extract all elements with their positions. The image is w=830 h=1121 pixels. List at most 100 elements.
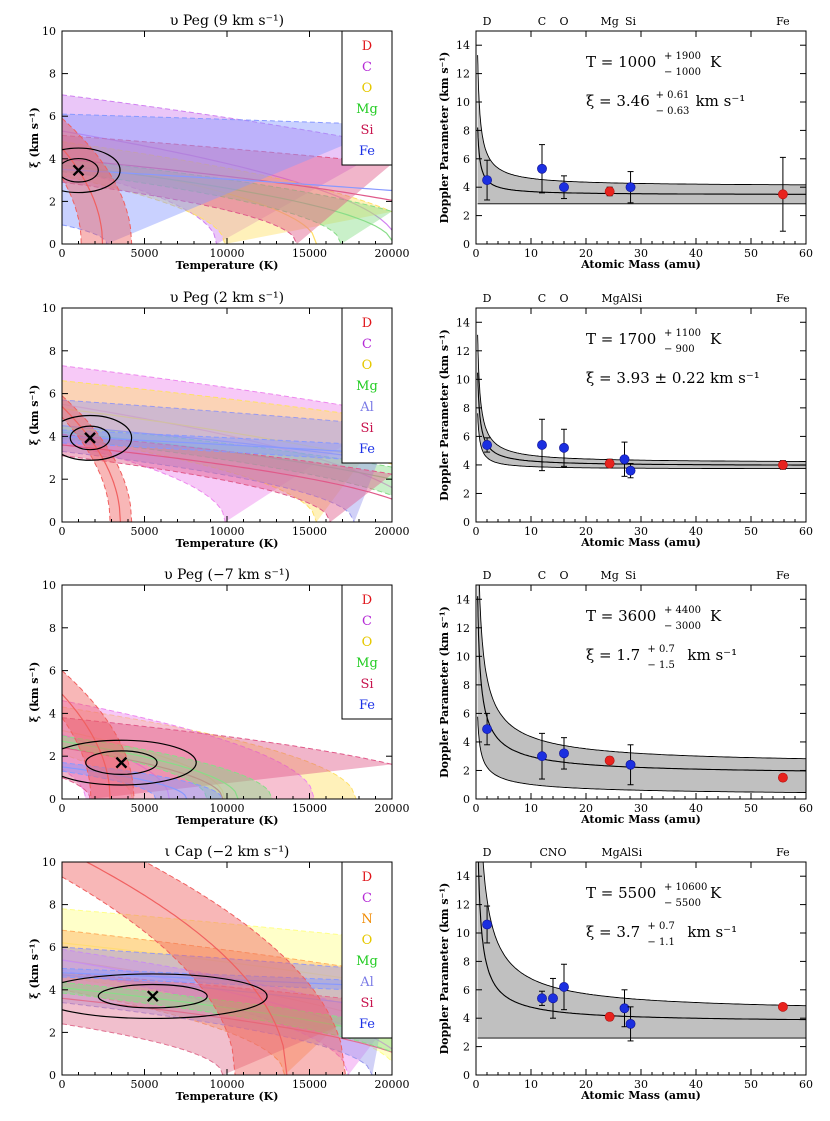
doppler-panel-4: 0 10 20 30 40 50 60 0 2 4 6 8 10 12 14 Atomic Mass (amu… <box>438 292 813 549</box>
legend-entry-si: Si <box>360 677 373 692</box>
band-edge-c <box>62 700 315 799</box>
y-tick-label: 10 <box>42 302 56 315</box>
x-tick-label: 40 <box>689 525 703 538</box>
band-edge-o <box>62 175 226 244</box>
y-axis-label: Doppler Parameter (km s⁻¹) <box>438 606 451 778</box>
band-center-o <box>62 408 392 465</box>
doppler-panel-6: 0 10 20 30 40 50 60 0 2 4 6 8 10 12 14 Atomic Mass (amu… <box>438 569 813 826</box>
temperature-panel-1: 0 5000 10000 15000 20000 0 2 4 6 8 10 Temperature (… <box>28 13 410 272</box>
band-mg <box>62 158 392 244</box>
data-point-c <box>537 751 547 762</box>
x-tick-label: 10000 <box>210 802 245 815</box>
annotation-turbulence-minus: − 1.1 <box>647 937 674 948</box>
element-label-d: D <box>483 292 492 305</box>
y-tick-label: 10 <box>456 927 470 940</box>
legend-entry-d: D <box>362 870 372 885</box>
x-tick-label: 10000 <box>210 1078 245 1091</box>
data-point-d <box>482 440 492 450</box>
y-tick-label: 12 <box>456 899 470 912</box>
element-label-fe: Fe <box>776 15 790 28</box>
y-tick-label: 4 <box>463 181 470 194</box>
band-edge-si <box>62 1023 224 1075</box>
band-edge-c <box>62 970 349 1075</box>
annotation-temperature: T = 1000 <box>586 53 656 71</box>
annotation-turbulence-plus: + 0.7 <box>647 644 674 655</box>
y-tick-label: 6 <box>463 707 470 720</box>
x-axis-label: Atomic Mass (amu) <box>580 813 701 826</box>
band-center-si <box>62 444 392 500</box>
x-tick-label: 60 <box>799 802 813 815</box>
band-center-al <box>62 425 392 463</box>
x-axis-label: Atomic Mass (amu) <box>580 258 701 271</box>
y-tick-label: 6 <box>49 941 56 954</box>
y-tick-label: 2 <box>463 1041 470 1054</box>
band-edge-o <box>62 908 392 941</box>
band-edge-o <box>62 976 392 1062</box>
data-point-mg <box>604 755 615 766</box>
best-fit-marker <box>72 164 85 177</box>
band-mg <box>62 735 273 799</box>
y-axis-label: ξ (km s⁻¹) <box>28 662 41 723</box>
y-tick-label: 6 <box>463 153 470 166</box>
legend-box <box>341 307 393 464</box>
x-tick-label: 20 <box>579 1078 593 1091</box>
band-edge-o <box>62 706 357 799</box>
legend-entry-si: Si <box>360 123 373 138</box>
legend-entry-fe: Fe <box>359 442 375 457</box>
band-c <box>62 94 392 244</box>
y-tick-label: 8 <box>49 899 56 912</box>
x-tick-label: 10 <box>524 525 538 538</box>
y-tick-label: 0 <box>463 1069 470 1082</box>
band-al <box>62 400 392 522</box>
band-edge-al <box>62 946 392 972</box>
panel-title: υ Peg (2 km s⁻¹) <box>170 290 284 306</box>
x-axis-label: Temperature (K) <box>176 814 279 827</box>
y-tick-label: 8 <box>463 955 470 968</box>
legend-entry-n: N <box>361 912 372 927</box>
element-label-fe: Fe <box>776 846 790 859</box>
x-axis-label: Temperature (K) <box>176 537 279 550</box>
temperature-panel-5: 0 5000 10000 15000 20000 0 2 4 6 8 10 Temperature (… <box>28 567 410 827</box>
data-point-mg <box>604 458 615 469</box>
legend-entry-si: Si <box>360 996 373 1011</box>
data-point-n <box>548 993 558 1004</box>
element-label-o: O <box>559 292 568 305</box>
y-axis-label: Doppler Parameter (km s⁻¹) <box>438 329 451 501</box>
legend-entry-o: O <box>362 635 373 650</box>
panel-title: ι Cap (−2 km s⁻¹) <box>165 844 290 860</box>
data-point-d <box>482 175 492 185</box>
y-tick-label: 2 <box>49 750 56 763</box>
x-tick-label: 30 <box>634 247 648 260</box>
element-label-mg: Mg <box>600 15 618 28</box>
legend-entry-c: C <box>362 60 372 75</box>
x-axis-label: Atomic Mass (amu) <box>580 536 701 549</box>
contour-inner <box>69 425 111 451</box>
x-tick-label: 20 <box>579 247 593 260</box>
band-edge-c <box>62 166 218 244</box>
band-center-al <box>62 974 392 1009</box>
band-edge-si <box>62 433 392 475</box>
model-envelope <box>477 585 806 793</box>
data-point-si <box>625 759 636 770</box>
y-tick-label: 14 <box>456 870 470 883</box>
legend-entry-mg: Mg <box>356 954 378 969</box>
band-edge-d <box>62 177 82 244</box>
band-edge-d <box>62 395 133 522</box>
y-tick-label: 6 <box>463 430 470 443</box>
annotation-temperature-plus: + 1900 <box>664 51 701 62</box>
band-fe <box>62 430 392 463</box>
band-edge-fe <box>62 976 392 993</box>
y-tick-label: 0 <box>49 516 56 529</box>
x-tick-label: 20000 <box>375 247 410 260</box>
plot-area <box>477 55 806 232</box>
legend-entry-si: Si <box>360 421 373 436</box>
y-tick-label: 4 <box>49 430 56 443</box>
y-tick-label: 10 <box>42 856 56 869</box>
data-point-si <box>625 1018 636 1029</box>
x-tick-label: 50 <box>744 525 758 538</box>
band-edge-fe <box>62 113 392 126</box>
band-edge-fe <box>62 429 392 447</box>
model-upper-bound <box>478 585 806 760</box>
band-center-fe <box>62 435 392 455</box>
annotation-temperature-unit: K <box>710 53 722 71</box>
